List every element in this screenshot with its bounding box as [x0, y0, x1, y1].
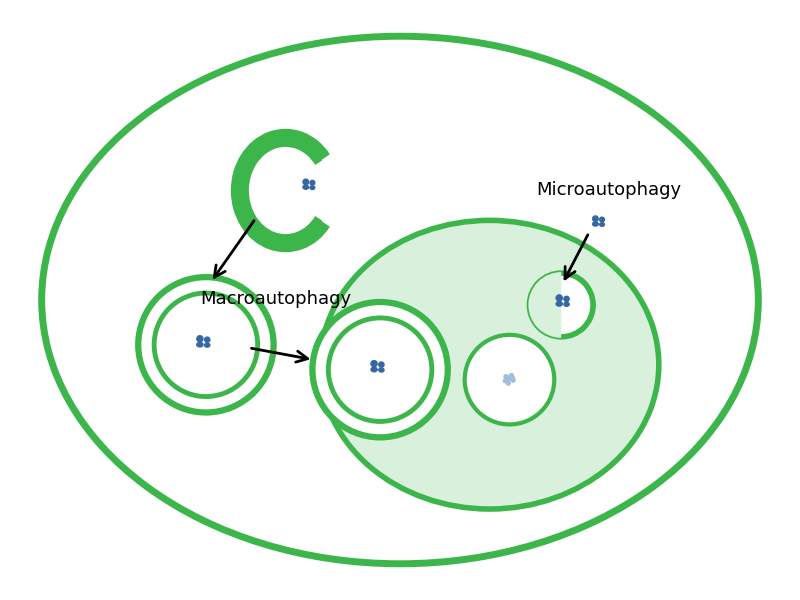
Ellipse shape	[593, 222, 598, 226]
Circle shape	[506, 376, 510, 380]
Ellipse shape	[600, 223, 605, 226]
Ellipse shape	[42, 36, 758, 564]
Ellipse shape	[320, 220, 658, 509]
Circle shape	[593, 216, 598, 221]
Ellipse shape	[205, 343, 210, 347]
Text: Macroautophagy: Macroautophagy	[200, 290, 351, 308]
Circle shape	[328, 318, 432, 421]
Circle shape	[510, 374, 513, 377]
Circle shape	[503, 379, 507, 383]
Wedge shape	[534, 273, 571, 337]
Circle shape	[530, 273, 593, 337]
Circle shape	[154, 293, 258, 397]
Circle shape	[507, 377, 511, 380]
Ellipse shape	[378, 368, 384, 372]
Circle shape	[506, 382, 510, 385]
Circle shape	[465, 335, 554, 424]
Circle shape	[504, 375, 508, 379]
Ellipse shape	[310, 186, 314, 190]
Circle shape	[556, 295, 562, 301]
Text: Microautophagy: Microautophagy	[537, 181, 682, 199]
Ellipse shape	[564, 302, 569, 307]
Circle shape	[511, 379, 515, 382]
Circle shape	[205, 337, 210, 343]
Circle shape	[313, 302, 448, 437]
Circle shape	[138, 277, 274, 412]
Circle shape	[371, 361, 377, 367]
Ellipse shape	[303, 185, 309, 189]
Ellipse shape	[371, 367, 377, 372]
Ellipse shape	[556, 302, 562, 306]
Circle shape	[344, 334, 416, 406]
Circle shape	[303, 179, 309, 185]
Circle shape	[378, 362, 384, 367]
Circle shape	[310, 181, 314, 185]
Circle shape	[600, 217, 605, 222]
Ellipse shape	[197, 343, 203, 347]
Circle shape	[170, 309, 242, 380]
Circle shape	[564, 296, 569, 302]
Circle shape	[510, 376, 514, 380]
Circle shape	[197, 336, 203, 342]
Wedge shape	[529, 272, 562, 338]
